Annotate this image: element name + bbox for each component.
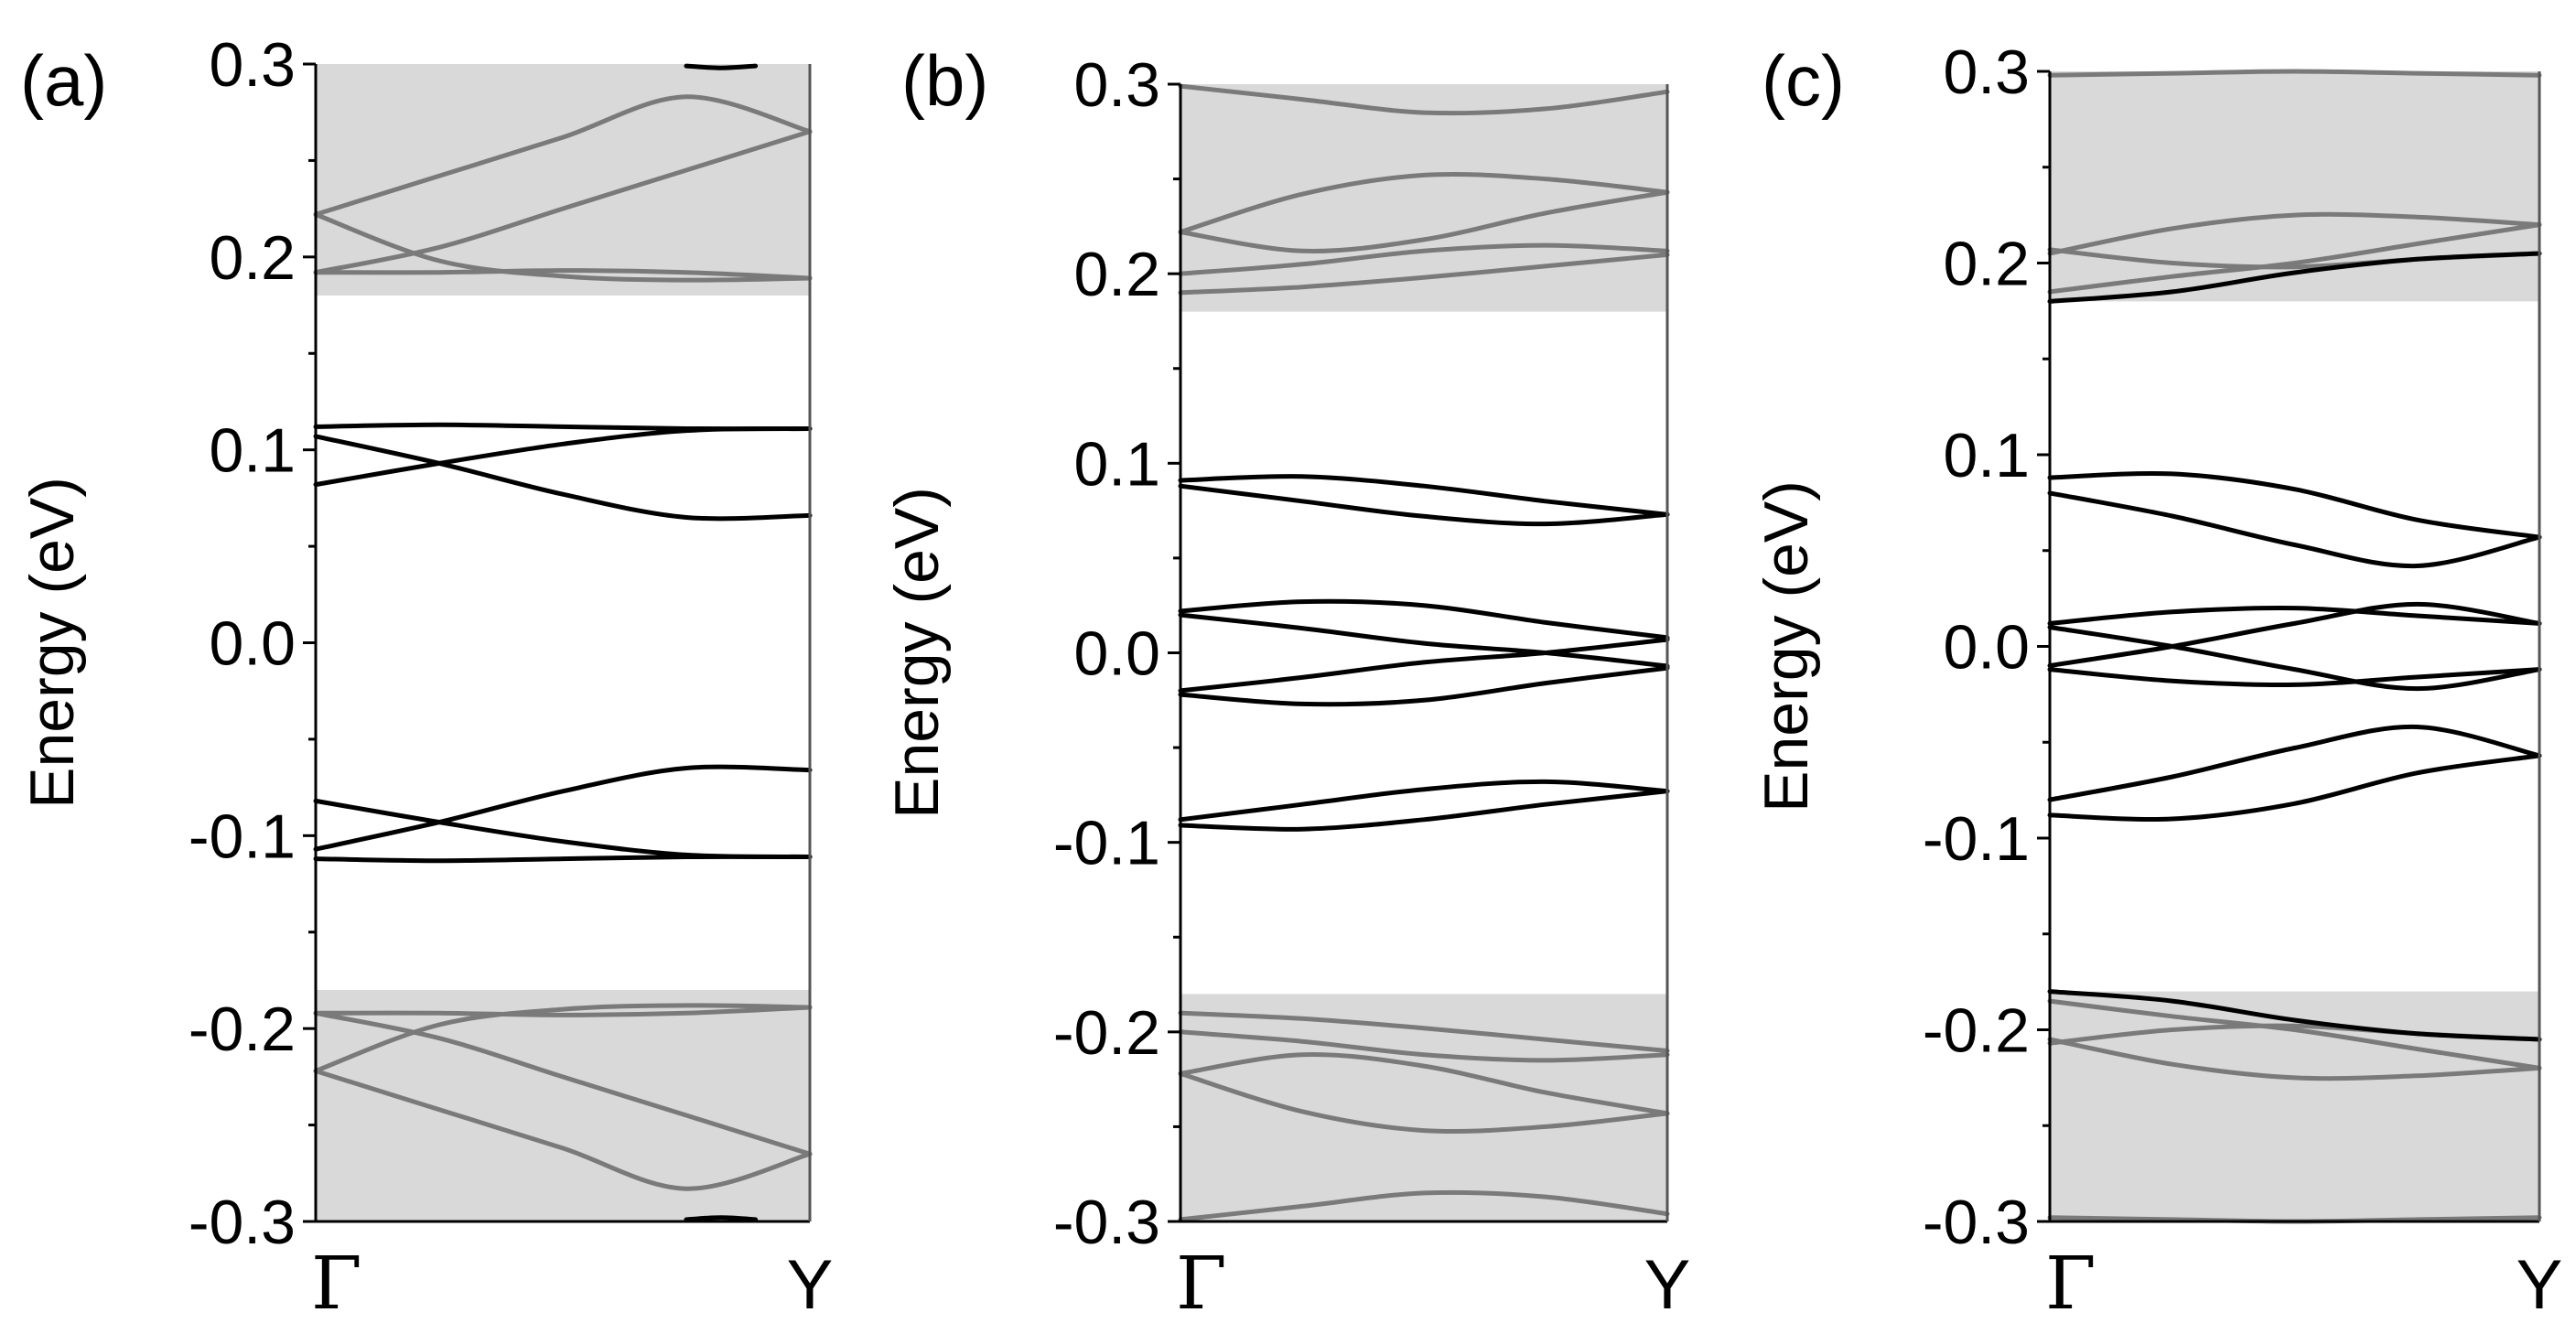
bulk-band-line-bulk-4 <box>1178 242 1670 276</box>
edge-band-line-edge-6 <box>2047 601 2542 668</box>
y-axis-title: Energy (eV) <box>882 487 952 819</box>
edge-band-line-edge-4 <box>2047 625 2542 692</box>
edge-band-line-edge-8 <box>2047 724 2542 802</box>
bulk-shaded-region <box>316 990 810 1221</box>
y-tick-label: 0.2 <box>1943 230 2030 299</box>
x-tick-label-y: Y <box>1644 1246 1691 1324</box>
y-tick-label: -0.1 <box>1053 809 1160 878</box>
edge-band-line-edge-7 <box>1178 789 1670 832</box>
edge-band-line-edge-3 <box>313 426 813 488</box>
panel-a: 0.3 0.2 0.1 0.0 -0.1 -0.2 -0.3 Energy (eV) (a) Γ Y <box>17 30 833 1326</box>
y-tick-label: 0.2 <box>209 223 296 293</box>
panel-label: (a) <box>20 40 107 121</box>
bulk-band-line-bulk-6 <box>1178 1189 1670 1222</box>
y-tick-label: 0.3 <box>209 30 296 100</box>
bulk-band-line-bulk-2 <box>313 129 813 275</box>
y-tick-label: 0.2 <box>1073 240 1160 309</box>
panel-b: 0.3 0.2 0.1 0.0 -0.1 -0.2 -0.3 Energy (eV) (b) Γ Y <box>882 40 1690 1326</box>
edge-band-line-edge-6 <box>313 798 813 859</box>
y-tick-label: -0.3 <box>189 1188 296 1257</box>
edge-band-line-edge-5 <box>313 764 813 852</box>
y-tick-label: -0.1 <box>1923 804 2030 874</box>
bulk-band-line-bulk-2 <box>2047 211 2542 256</box>
x-tick-label-gamma: Γ <box>311 1241 362 1326</box>
edge-band-line-edge-5 <box>1178 665 1670 707</box>
bulk-band-line-bulk-6 <box>313 1010 813 1156</box>
bulk-band-line-bulk-1 <box>313 94 813 217</box>
bulk-band-line-bulk-4 <box>2047 222 2542 295</box>
edge-band-line-edge-5 <box>2047 667 2542 688</box>
panel-c: 0.3 0.2 0.1 0.0 -0.1 -0.2 -0.3 Energy (eV) (c) Γ Y <box>1751 38 2562 1326</box>
x-tick-label-gamma: Γ <box>1176 1241 1227 1326</box>
bulk-band-line-bulk-9 <box>2047 998 2542 1070</box>
edge-band-line-bulk-10 <box>684 1215 759 1222</box>
bulk-shaded-region <box>1180 84 1667 312</box>
edge-band-line-bulk-5 <box>2047 251 2542 304</box>
y-tick-label: -0.1 <box>189 801 296 871</box>
y-tick-label: 0.3 <box>1073 50 1160 120</box>
edge-band-line-edge-2 <box>1178 483 1670 527</box>
y-tick-label: 0.0 <box>209 609 296 679</box>
y-tick-label: -0.3 <box>1053 1188 1160 1257</box>
edge-band-line-edge-6 <box>1178 637 1670 694</box>
y-tick-label: 0.0 <box>1943 613 2030 683</box>
panel-label: (c) <box>1762 40 1845 121</box>
y-tick-label: 0.3 <box>1943 38 2030 107</box>
bulk-shaded-region <box>1180 994 1667 1221</box>
y-tick-label: 0.0 <box>1073 619 1160 689</box>
bulk-band-line-bulk-1 <box>2047 69 2542 78</box>
y-tick-label: -0.2 <box>1923 996 2030 1066</box>
y-tick-label: -0.3 <box>1923 1188 2030 1257</box>
y-tick-label: 0.1 <box>1943 421 2030 490</box>
panel-label: (b) <box>901 40 988 121</box>
edge-band-line-edge-1 <box>2047 470 2542 540</box>
edge-band-line-edge-3 <box>2047 605 2542 626</box>
x-tick-label-y: Y <box>2517 1246 2563 1324</box>
bulk-band-line-bulk-2 <box>1178 171 1670 235</box>
bulk-shaded-region <box>316 64 810 296</box>
edge-band-line-edge-1 <box>1178 474 1670 517</box>
bulk-band-line-bulk-5 <box>313 1069 813 1191</box>
bulk-band-line-bulk-1 <box>1178 83 1670 116</box>
bulk-band-line-bulk-3 <box>1178 189 1670 253</box>
edge-band-line-edge-7 <box>2047 753 2542 822</box>
edge-band-line-edge-8 <box>1178 779 1670 823</box>
edge-band-line-edge-2 <box>313 434 813 522</box>
bulk-band-line-bulk-4 <box>313 268 813 281</box>
bulk-band-line-bulk-7 <box>313 1003 813 1073</box>
bulk-band-line-bulk-10 <box>1178 1010 1670 1053</box>
y-tick-label: 0.1 <box>1073 429 1160 499</box>
edge-band-line-bulk-10 <box>2047 989 2542 1042</box>
y-axis-title: Energy (eV) <box>17 477 87 809</box>
bulk-band-line-bulk-8 <box>1178 1052 1670 1116</box>
bulk-band-line-bulk-7 <box>1178 1070 1670 1135</box>
bulk-band-line-bulk-9 <box>1178 1029 1670 1063</box>
edge-band-line-edge-2 <box>2047 490 2542 569</box>
bulk-band-line-bulk-8 <box>313 1005 813 1017</box>
edge-band-line-edge-4 <box>1178 612 1670 669</box>
bulk-band-line-bulk-3 <box>313 211 813 283</box>
y-tick-label: -0.2 <box>189 995 296 1064</box>
edge-band-line-edge-3 <box>1178 598 1670 640</box>
x-tick-label-gamma: Γ <box>2045 1241 2096 1326</box>
y-axis-title: Energy (eV) <box>1751 480 1821 812</box>
y-tick-label: -0.2 <box>1053 998 1160 1068</box>
bulk-band-line-bulk-5 <box>1178 252 1670 296</box>
bulk-band-line-bulk-7 <box>2047 1037 2542 1081</box>
y-tick-label: 0.1 <box>209 416 296 486</box>
edge-band-line-bulk-9 <box>684 63 759 70</box>
x-tick-label-y: Y <box>787 1246 834 1324</box>
